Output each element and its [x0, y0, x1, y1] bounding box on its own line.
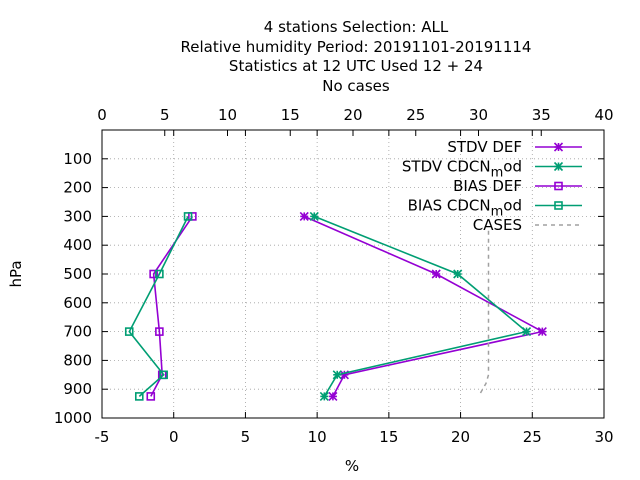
- data-point: [159, 370, 168, 380]
- title-line-1: 4 stations Selection: ALL: [264, 18, 449, 36]
- legend-entry: STDV DEF: [447, 138, 582, 156]
- data-point: [146, 392, 156, 401]
- y-tick-label: 800: [63, 351, 92, 369]
- data-point: [134, 392, 144, 401]
- series-layer: [124, 211, 547, 401]
- chart-title: 4 stations Selection: ALL Relative humid…: [181, 18, 532, 95]
- series-2: [146, 212, 197, 401]
- x-tick-label: 25: [523, 428, 542, 446]
- data-point: [554, 201, 563, 210]
- data-point: [149, 269, 158, 279]
- x2-tick-label: 10: [218, 106, 237, 124]
- data-point: [553, 161, 564, 172]
- legend-label: CASES: [473, 216, 522, 234]
- series-4: [477, 230, 490, 397]
- data-point: [299, 211, 309, 221]
- legend-label: STDV DEF: [447, 138, 522, 156]
- series-1: [309, 211, 532, 401]
- x-tick-label: -5: [95, 428, 110, 446]
- y-tick-label: 1000: [54, 409, 92, 427]
- title-line-2: Relative humidity Period: 20191101-20191…: [181, 38, 532, 56]
- x2-tick-label: 25: [406, 106, 425, 124]
- data-point: [537, 327, 547, 337]
- y-tick-label: 200: [63, 179, 92, 197]
- y-tick-label: 500: [63, 265, 92, 283]
- title-line-4: No cases: [322, 77, 390, 95]
- series-line: [128, 216, 189, 397]
- x2-tick-label: 0: [97, 106, 107, 124]
- data-point: [431, 269, 441, 279]
- x2-tick-label: 5: [160, 106, 170, 124]
- series-line: [150, 215, 194, 397]
- axes: -5 0 5 10 15 20 25 300 5 10 15 20 25 30 35 401002003004…: [54, 106, 614, 446]
- title-line-3: Statistics at 12 UTC Used 12 + 24: [229, 57, 483, 75]
- data-point: [155, 269, 164, 279]
- series-3: [124, 212, 193, 401]
- series-line: [477, 230, 490, 397]
- y-axis-label: hPa: [7, 260, 25, 287]
- x2-tick-label: 30: [469, 106, 488, 124]
- data-point: [328, 391, 338, 401]
- data-point: [183, 212, 193, 221]
- x2-tick-label: 15: [281, 106, 300, 124]
- series-line: [303, 215, 545, 397]
- x-tick-label: 20: [451, 428, 470, 446]
- y-tick-label: 900: [63, 380, 92, 398]
- x-tick-label: 0: [169, 428, 179, 446]
- y-tick-label: 100: [63, 150, 92, 168]
- x-axis-label: %: [345, 457, 359, 475]
- plot-frame: [101, 129, 605, 419]
- x-tick-label: 15: [379, 428, 398, 446]
- x-tick-label: 10: [308, 428, 327, 446]
- data-point: [155, 327, 164, 336]
- data-point: [332, 370, 342, 380]
- data-point: [124, 327, 134, 336]
- data-point: [553, 142, 564, 152]
- data-point: [521, 327, 532, 337]
- x2-tick-label: 40: [594, 106, 613, 124]
- legend-entry: CASES: [473, 216, 582, 234]
- legend-entry: BIAS DEF: [453, 177, 582, 195]
- x-tick-label: 5: [241, 428, 251, 446]
- data-point: [188, 212, 197, 221]
- x2-tick-label: 20: [343, 106, 362, 124]
- data-point: [554, 181, 563, 191]
- data-point: [319, 391, 329, 401]
- y-tick-label: 400: [63, 236, 92, 254]
- x2-tick-label: 35: [532, 106, 551, 124]
- y-tick-label: 600: [63, 294, 92, 312]
- data-point: [309, 211, 319, 221]
- y-tick-label: 700: [63, 323, 92, 341]
- y-tick-label: 300: [63, 207, 92, 225]
- grid: [102, 130, 604, 418]
- legend-label: BIAS DEF: [453, 177, 522, 195]
- x-tick-label: 30: [594, 428, 613, 446]
- data-point: [453, 269, 463, 279]
